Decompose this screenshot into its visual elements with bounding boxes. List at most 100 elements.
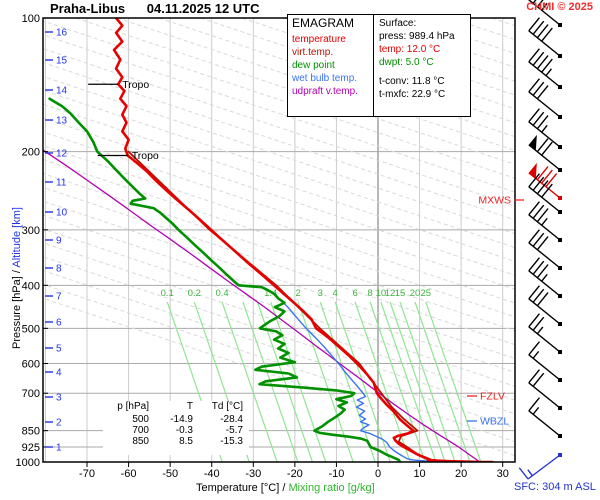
altitude-tick-label: 8 <box>56 264 62 275</box>
temperature-tick-label: -20 <box>287 468 303 480</box>
legend-item: udpraft v.temp. <box>292 86 358 97</box>
surface-panel: Surface: press: 989.4 hPa temp: 12.0 °C dw… <box>373 14 471 117</box>
wind-barb <box>528 108 562 149</box>
page-title: Praha-Libus 04.11.2025 12 UTC <box>50 1 260 16</box>
mixing-ratio-label: 15 <box>395 288 406 299</box>
legend-item: wet bulb temp. <box>292 73 358 84</box>
pressure-tick-label: 1000 <box>16 457 40 469</box>
altitude-tick-label: 1 <box>56 443 62 454</box>
sounding-curves <box>43 18 494 462</box>
table-cell: Td [°C] <box>211 401 243 412</box>
table-cell: T <box>186 401 193 412</box>
wind-barb <box>528 78 562 119</box>
temperature-tick-label: -40 <box>204 468 220 480</box>
mxws-label: MXWS <box>478 195 511 207</box>
altitude-tick-label: 6 <box>56 318 62 329</box>
sounding-datetime: 04.11.2025 12 UTC <box>146 1 260 16</box>
temperature-tick-label: 10 <box>413 468 425 480</box>
legend-item: temperature <box>292 34 346 45</box>
legend-items: temperature virt.temp. dew point wet bulb t… <box>292 33 369 98</box>
altitude-tick-label: 11 <box>56 178 67 189</box>
y-axis-title-altitude: Altitude [km] <box>11 207 23 268</box>
wbzl-label: WBZL <box>480 416 509 428</box>
altitude-tick-label: 9 <box>56 236 62 247</box>
copyright-label: CHMI © 2025 <box>526 1 593 13</box>
tropopause-markers: Tropo Tropo <box>88 79 159 162</box>
wind-barb <box>528 17 562 58</box>
temperature-tick-label: -10 <box>328 468 344 480</box>
wind-barb <box>528 173 562 214</box>
altitude-tick-label: 10 <box>56 208 68 219</box>
altitude-tick-label: 12 <box>56 149 68 160</box>
table-cell: 850 <box>132 436 149 447</box>
table-row: p [hPa] T Td [°C] <box>103 401 249 412</box>
temperature-tick-label: 30 <box>497 468 509 480</box>
mixing-ratio-label: 2 <box>296 288 301 299</box>
wind-barb <box>528 397 562 438</box>
temperature-tick-label: -30 <box>245 468 261 480</box>
table-row: 500 -14.9 -28.4 <box>103 414 249 425</box>
temperature-tick-labels: -70 -60 -50 -40 -30 -20 -10 0 10 20 30 <box>79 462 509 480</box>
surface-line: t-mxfc: 22.9 °C <box>379 89 446 100</box>
tropo-label: Tropo <box>122 79 149 91</box>
temperature-tick-label: 20 <box>455 468 467 480</box>
table-cell: -28.4 <box>220 414 243 425</box>
temperature-tick-label: -70 <box>79 468 95 480</box>
temperature-tick-label: -50 <box>162 468 178 480</box>
pressure-tick-label: 100 <box>22 13 40 25</box>
legend-title: EMAGRAM <box>292 16 355 30</box>
mixing-ratio-label: 1.4 <box>264 288 277 299</box>
legend-item: dew point <box>292 60 335 71</box>
wind-barb <box>528 369 562 410</box>
altitude-tick-label: 3 <box>56 393 62 404</box>
surface-line: press: 989.4 hPa <box>379 31 455 42</box>
table-cell: -15.3 <box>220 436 243 447</box>
altitude-tick-label: 7 <box>56 292 62 303</box>
altitude-tick-label: 13 <box>56 116 68 127</box>
pressure-tick-labels: 100 200 300 400 500 600 700 850 925 1000 <box>16 13 48 469</box>
wind-barb <box>518 453 562 480</box>
surface-line: temp: 12.0 °C <box>379 44 441 55</box>
altitude-tick-label: 14 <box>56 86 68 97</box>
tropo-label: Tropo <box>132 150 159 162</box>
station-name: Praha-Libus <box>50 1 126 16</box>
wind-barb <box>528 48 562 89</box>
surface-title: Surface: <box>379 18 417 29</box>
table-cell: -14.9 <box>170 414 193 425</box>
y-axis-title-pressure: Pressure [hPa] <box>11 276 23 349</box>
surface-values: press: 989.4 hPa temp: 12.0 °C dwpt: 5.0 °… <box>379 30 465 101</box>
table-cell: -5.7 <box>225 425 243 436</box>
curve-temperature <box>112 18 494 462</box>
mixing-ratio-label: 8 <box>367 288 372 299</box>
x-axis-title-temperature: Temperature [°C] <box>196 482 280 494</box>
levels-table: p [hPa] T Td [°C] 500 -14.9 -28.4 700 -0.3 -5.7 8… <box>103 401 249 455</box>
altitude-tick-labels: 16 15 14 13 12 11 10 9 8 7 6 5 4 3 2 1 <box>45 28 68 454</box>
y-axis-title: Pressure [hPa] / Altitude [km] <box>11 207 23 349</box>
pressure-tick-label: 400 <box>22 280 40 292</box>
surface-line: dwpt: 5.0 °C <box>379 57 434 68</box>
altitude-tick-label: 4 <box>56 368 62 379</box>
curve-udpraft-v-temp- <box>43 148 481 462</box>
table-cell: 700 <box>132 425 149 436</box>
mixing-ratio-label: 12 <box>385 288 396 299</box>
curve-dew-point <box>48 97 402 462</box>
mixing-ratio-label: 20 <box>410 288 421 299</box>
mixing-ratio-label: 3 <box>318 288 323 299</box>
mixing-ratio-label: 0.1 <box>161 288 174 299</box>
mixing-ratio-label: 0.4 <box>216 288 229 299</box>
wind-barb <box>528 229 562 270</box>
wind-barb <box>528 285 562 326</box>
altitude-tick-label: 16 <box>56 28 68 39</box>
table-row: 700 -0.3 -5.7 <box>103 425 249 436</box>
curve-wet-bulb-temp- <box>279 298 462 462</box>
mixing-ratio-label: 0.2 <box>188 288 201 299</box>
mixing-ratio-label: 4 <box>333 288 338 299</box>
temperature-tick-label: 0 <box>375 468 381 480</box>
x-axis-title: Temperature [°C] / Mixing ratio [g/kg] <box>196 482 375 494</box>
level-annotations: MXWS FZLV WBZL <box>467 195 524 428</box>
table-row: 850 8.5 -15.3 <box>103 436 249 447</box>
legend-panel: EMAGRAM temperature virt.temp. dew point we… <box>287 14 374 117</box>
pressure-tick-label: 850 <box>22 426 40 438</box>
